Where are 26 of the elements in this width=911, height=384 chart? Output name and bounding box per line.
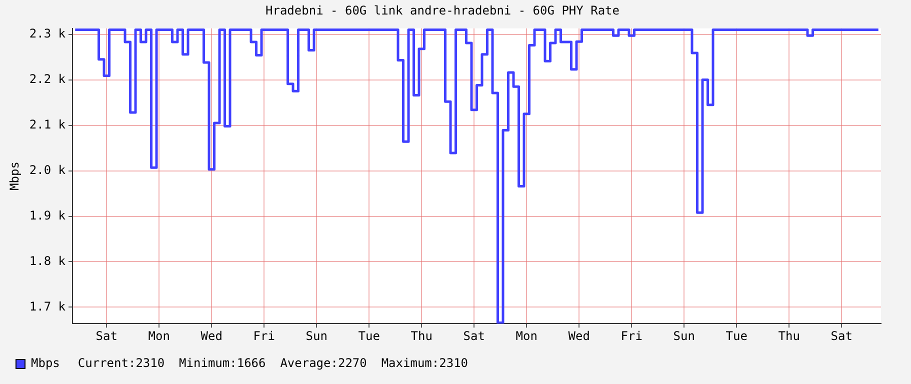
text: Current:2310 Minimum:1666 Average:2270 Maximum:2310 [78,356,468,370]
y-tick-label: 1.7 k [29,299,66,314]
legend-label: Mbps [31,356,60,370]
x-tick-label: Sun [673,328,695,343]
x-tick-label: Mon [516,328,538,343]
y-tick-label: 2.1 k [29,117,66,132]
x-tick-label: Sat [463,328,485,343]
x-tick-label: Thu [778,328,800,343]
x-tick-label: Sun [306,328,328,343]
x-tick-label: Tue [726,328,748,343]
x-tick-label: Fri [620,328,642,343]
x-tick-label: Thu [410,328,432,343]
y-tick-label: 1.8 k [29,254,66,268]
y-axis-title: Mbps [7,162,22,190]
x-tick-label: Sat [830,328,852,343]
x-tick-label: Sat [96,328,118,343]
x-tick-label: Tue [358,328,380,343]
y-tick-label: 2.2 k [29,72,66,86]
x-tick-label: Wed [200,328,222,343]
y-tick-label: 2.0 k [29,162,66,177]
x-tick-label: Wed [568,328,590,343]
chart-title: Hradebni - 60G link andre-hradebni - 60G PHY Rate [265,3,620,18]
x-tick-label: Fri [253,328,275,343]
y-tick-label: 2.3 k [29,26,66,40]
x-tick-label: Mon [148,328,170,343]
y-tick-label: 1.9 k [29,208,66,222]
